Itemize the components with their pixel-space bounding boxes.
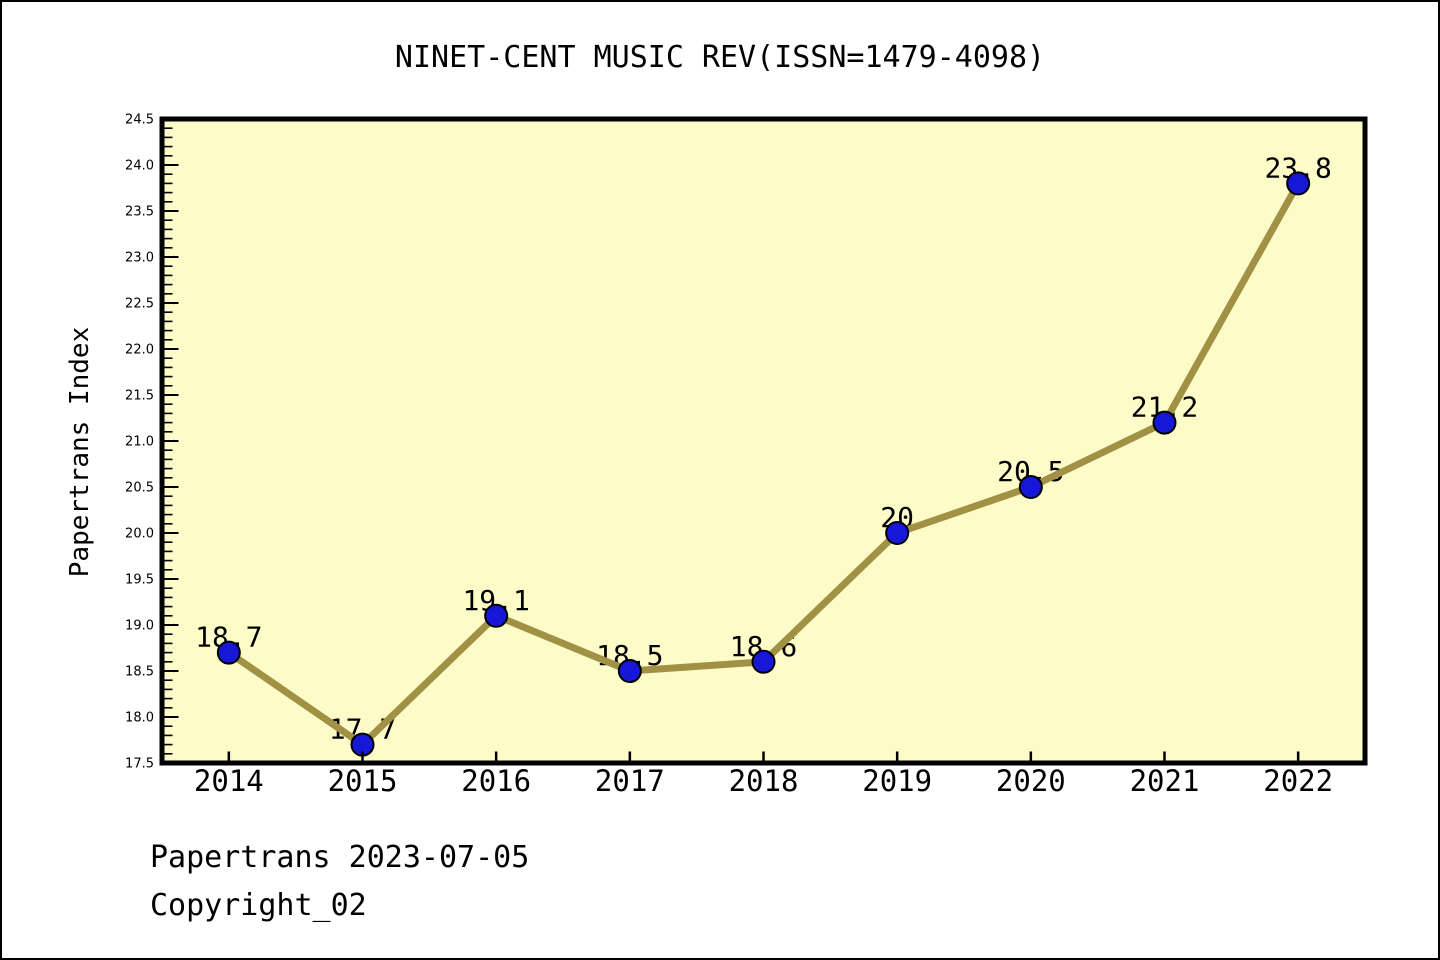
x-axis-tick-label: 2019 bbox=[862, 764, 932, 798]
data-point-marker bbox=[1018, 475, 1043, 499]
x-axis-tick-label: 2014 bbox=[194, 764, 264, 798]
data-point-marker bbox=[1286, 171, 1311, 196]
data-point-marker bbox=[216, 640, 241, 665]
y-axis-tick-label: 20.5 bbox=[125, 481, 154, 496]
x-axis-tick-label: 2017 bbox=[595, 764, 665, 798]
y-axis-tick-label: 24.5 bbox=[125, 113, 154, 128]
y-axis-tick-label: 21.0 bbox=[125, 435, 154, 450]
x-axis-tick-label: 2021 bbox=[1130, 764, 1200, 798]
y-axis-tick-label: 18.0 bbox=[125, 711, 154, 726]
x-axis-tick-label: 2016 bbox=[461, 764, 531, 798]
y-axis-tick-label: 18.5 bbox=[125, 665, 154, 680]
footer-source-date: Papertrans 2023-07-05 bbox=[150, 840, 530, 875]
footer-copyright: Copyright_02 bbox=[150, 888, 367, 923]
y-axis-tick-label: 23.0 bbox=[125, 251, 154, 266]
y-axis-tick-label: 22.0 bbox=[125, 343, 154, 358]
x-axis-tick-label: 2022 bbox=[1263, 764, 1333, 798]
y-axis-title: Papertrans Index bbox=[65, 326, 95, 578]
y-axis-tick-label: 24.0 bbox=[125, 159, 154, 174]
plot-frame bbox=[159, 116, 1368, 766]
data-point-marker bbox=[885, 521, 910, 545]
y-axis-tick-label: 17.5 bbox=[125, 757, 154, 772]
y-axis-tick-label: 19.0 bbox=[125, 619, 154, 634]
data-point-marker bbox=[484, 603, 509, 628]
y-axis-tick-label: 22.5 bbox=[125, 297, 154, 312]
chart-title: NINET-CENT MUSIC REV(ISSN=1479-4098) bbox=[394, 40, 1046, 75]
x-axis-tick-label: 2015 bbox=[328, 764, 398, 798]
y-axis-tick-label: 23.5 bbox=[125, 205, 154, 220]
y-axis-tick-label: 21.5 bbox=[125, 389, 154, 404]
x-axis-tick-label: 2018 bbox=[729, 764, 799, 798]
x-axis-tick-label: 2020 bbox=[996, 764, 1066, 798]
data-point-marker bbox=[1152, 410, 1177, 435]
data-point-marker bbox=[751, 649, 776, 674]
y-axis-tick-label: 20.0 bbox=[125, 527, 154, 542]
y-axis-tick-label: 19.5 bbox=[125, 573, 154, 588]
data-point-marker bbox=[617, 659, 642, 683]
